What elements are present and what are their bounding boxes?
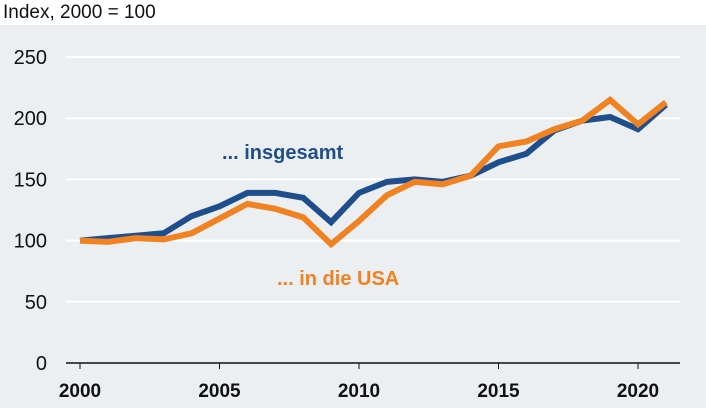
- y-tick-label: 150: [14, 169, 47, 191]
- series-label-1: ... in die USA: [277, 268, 399, 290]
- series-line-0: [79, 102, 668, 244]
- series-line-1: [79, 95, 668, 249]
- plot-background: [0, 25, 706, 408]
- x-tick-label: 2015: [477, 381, 520, 402]
- y-tick-label: 250: [14, 47, 47, 69]
- x-tick-label: 2020: [617, 381, 659, 402]
- x-tick-label: 2010: [338, 381, 380, 402]
- x-tick-label: 2005: [198, 381, 241, 402]
- y-tick-label: 0: [36, 353, 47, 375]
- series-label-0: ... insgesamt: [222, 142, 343, 164]
- y-tick-label: 200: [14, 108, 47, 130]
- y-tick-label: 50: [25, 292, 47, 314]
- x-tick-label: 2000: [59, 381, 101, 402]
- y-tick-label: 100: [14, 231, 47, 253]
- chart-subtitle: Index, 2000 = 100: [3, 2, 156, 23]
